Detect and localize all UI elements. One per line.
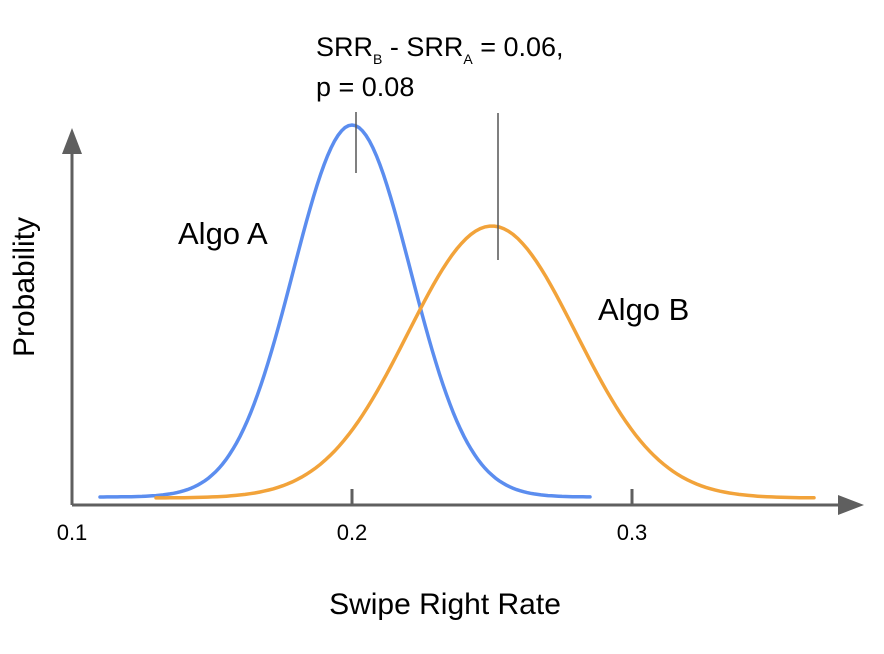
y-axis-title: Probability [8,217,41,357]
series-label-algo-b: Algo B [598,292,689,327]
series-label-algo-a: Algo A [178,216,268,251]
annotation-p-value: p = 0.08 [316,72,414,102]
x-tick-label: 0.1 [57,520,88,545]
x-tick-label: 0.3 [617,520,648,545]
x-tick-label: 0.2 [337,520,368,545]
y-axis-arrow-icon [62,128,82,154]
series-line-algo-b [154,224,816,500]
x-axis-arrow-icon [838,495,864,515]
series-line-algo-a [98,123,592,499]
annotation-difference: SRRB - SRRA = 0.06, [316,32,564,67]
x-ticks [350,489,634,505]
x-axis-title: Swipe Right Rate [329,588,561,621]
